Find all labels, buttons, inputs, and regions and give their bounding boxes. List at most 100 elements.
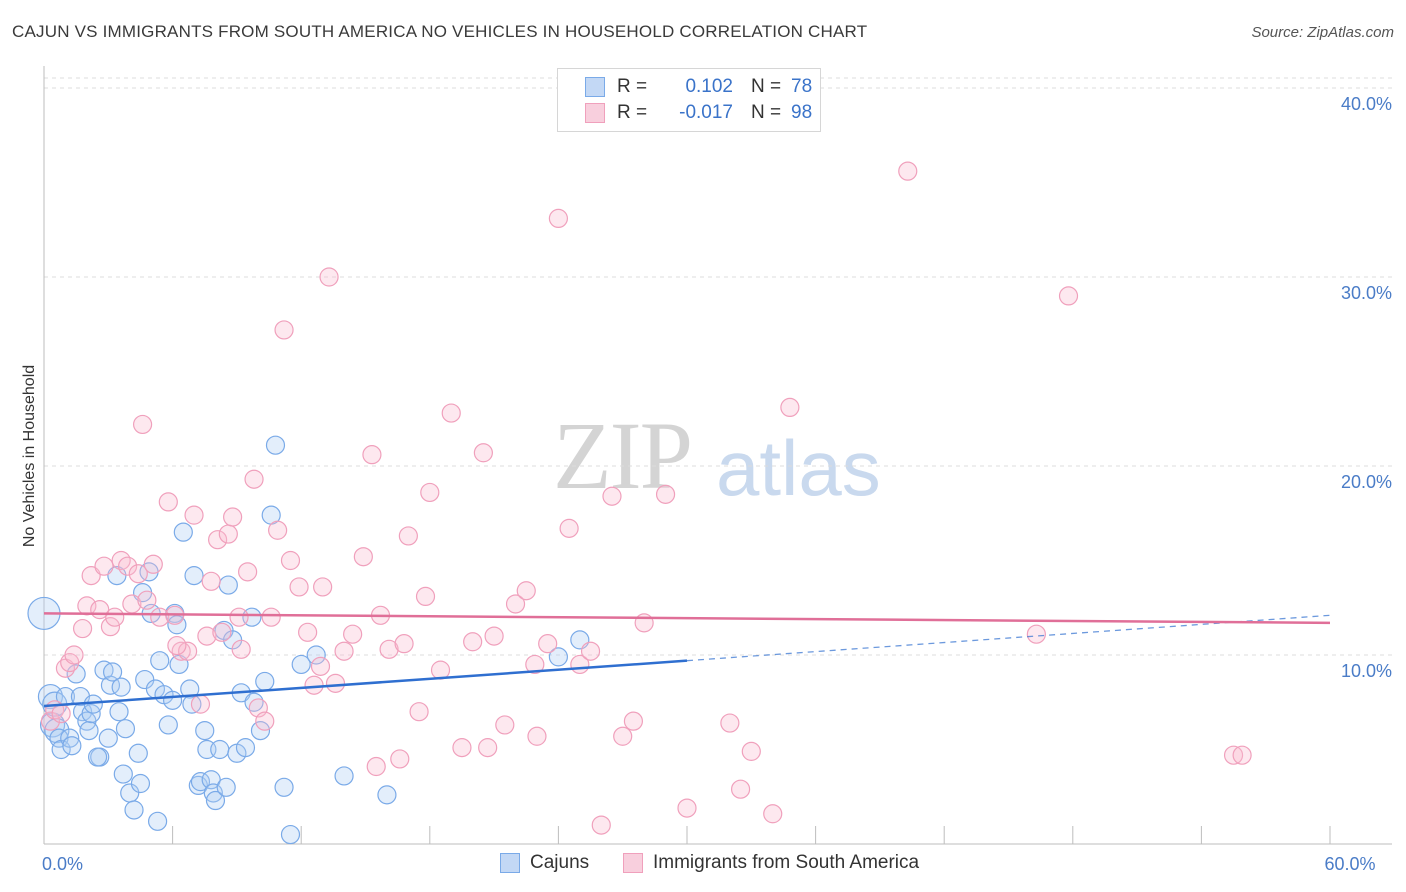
data-point	[274, 777, 294, 797]
data-point	[64, 645, 84, 665]
data-point	[210, 739, 230, 760]
data-point	[167, 635, 187, 656]
data-point	[244, 469, 264, 489]
data-point	[334, 766, 354, 786]
data-point	[195, 720, 215, 741]
data-point	[362, 445, 382, 465]
data-point	[280, 550, 301, 571]
chart-title: CAJUN VS IMMIGRANTS FROM SOUTH AMERICA N…	[12, 22, 868, 41]
data-point	[137, 590, 157, 610]
data-point	[548, 208, 569, 229]
data-point	[313, 577, 333, 597]
legend-n-label: N =	[751, 102, 782, 123]
data-point	[62, 736, 82, 756]
bottom-legend-label-immigrants: Immigrants from South America	[653, 852, 920, 873]
watermark-zip: ZIP	[553, 402, 693, 509]
data-point	[478, 738, 498, 758]
data-point	[306, 645, 326, 665]
bottom-legend-label-cajuns: Cajuns	[530, 852, 590, 873]
data-point	[298, 622, 318, 642]
data-point	[409, 702, 429, 722]
data-point	[538, 634, 558, 654]
data-point	[113, 764, 133, 784]
data-point	[128, 743, 148, 763]
data-point	[398, 526, 418, 546]
data-point	[473, 443, 493, 463]
data-point	[261, 607, 281, 627]
data-point	[98, 728, 118, 748]
data-point	[377, 785, 397, 805]
data-point	[143, 554, 163, 574]
trend-line-cajuns-extension	[686, 614, 1331, 662]
trend-lines	[43, 612, 1331, 708]
data-point	[655, 484, 676, 504]
trend-line-cajuns	[43, 659, 688, 708]
data-point	[255, 711, 275, 731]
legend-n-label: N =	[751, 76, 782, 97]
data-point	[310, 656, 331, 676]
data-point	[390, 749, 410, 769]
data-point	[1232, 745, 1252, 765]
y-tick-label: 10.0%	[1341, 661, 1392, 681]
data-point	[343, 624, 363, 644]
data-point	[218, 575, 238, 595]
data-point	[580, 641, 601, 661]
data-point	[81, 703, 101, 724]
data-point	[415, 586, 436, 607]
data-point	[81, 566, 101, 586]
data-point	[163, 690, 183, 710]
data-point	[66, 664, 86, 684]
data-point	[178, 641, 198, 661]
bottom-legend-immigrants: Immigrants from South America	[623, 852, 919, 874]
data-point	[115, 719, 136, 739]
data-point	[180, 679, 200, 699]
data-point	[289, 577, 309, 597]
data-point	[334, 641, 354, 661]
data-point	[235, 738, 256, 758]
data-point	[130, 773, 151, 794]
data-point	[325, 673, 346, 693]
data-point	[613, 726, 633, 746]
data-point	[158, 715, 178, 735]
data-point	[1026, 624, 1046, 644]
legend-n-value: 98	[791, 102, 813, 123]
data-point	[201, 571, 221, 591]
data-point	[353, 547, 373, 567]
data-point	[484, 626, 504, 646]
data-point	[167, 615, 187, 635]
legend-row-cajuns: R = 0.102 N = 78	[558, 74, 812, 100]
legend-r-value: 0.102	[685, 76, 733, 97]
data-point	[231, 639, 251, 659]
data-point	[223, 507, 243, 527]
data-point	[720, 713, 740, 733]
data-point	[379, 639, 399, 659]
data-point	[212, 622, 232, 642]
legend-swatch-immigrants	[585, 103, 605, 123]
data-point	[105, 607, 125, 627]
data-point	[147, 811, 168, 831]
data-point	[677, 798, 697, 818]
data-point	[124, 800, 144, 820]
data-point	[763, 804, 783, 824]
data-point	[505, 594, 526, 614]
data-point	[548, 647, 569, 667]
data-point	[730, 779, 751, 799]
data-point	[291, 654, 311, 675]
legend-swatch-cajuns	[585, 77, 605, 97]
data-point	[366, 756, 386, 777]
data-point	[274, 320, 294, 340]
data-point	[184, 505, 204, 525]
data-point	[150, 607, 170, 627]
y-tick-label: 30.0%	[1341, 283, 1392, 303]
x-tick-label: 60.0%	[1324, 854, 1375, 874]
tick-labels: 10.0% 20.0% 30.0% 40.0% 0.0% 60.0%	[42, 94, 1392, 874]
watermark-atlas: atlas	[716, 424, 881, 512]
legend-row-immigrants: R = -0.017 N = 98	[558, 100, 812, 126]
data-point	[268, 520, 288, 540]
data-point	[559, 518, 579, 538]
legend-r-label: R =	[617, 76, 648, 97]
axes	[43, 66, 1392, 845]
data-point	[250, 720, 271, 741]
data-point	[495, 715, 515, 735]
